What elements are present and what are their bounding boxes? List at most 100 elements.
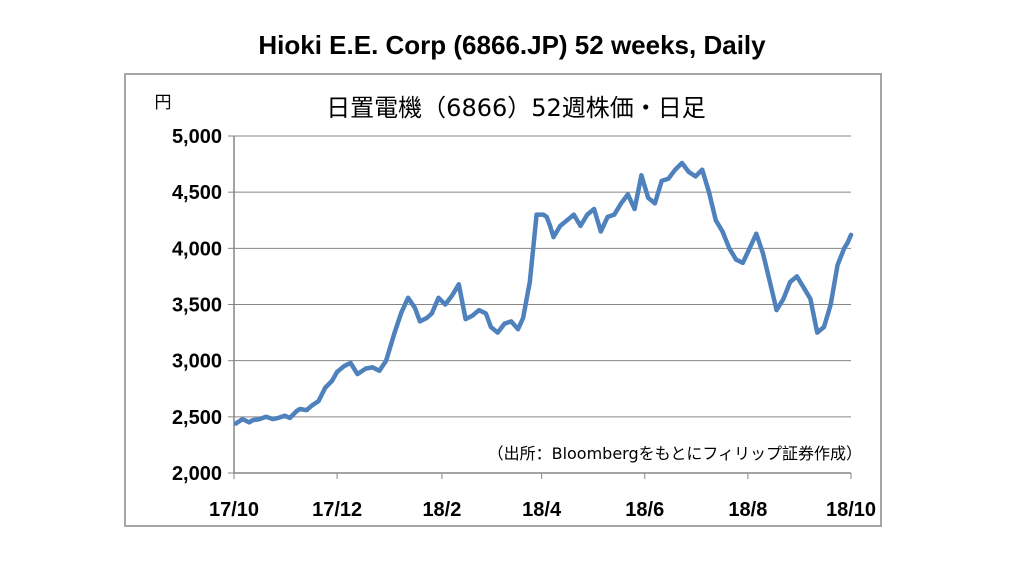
price-point [541,212,546,217]
price-point [835,263,840,268]
price-point [424,316,429,320]
y-tick-label: 4,500 [172,182,222,204]
price-point [384,358,389,363]
price-point [355,372,360,377]
price-point [316,399,321,404]
y-tick-label: 3,500 [172,295,222,317]
price-point [565,218,569,223]
price-point [240,417,245,422]
price-point [707,190,711,195]
price-point [294,409,299,414]
price-point [822,325,826,329]
price-point [270,417,275,422]
price-point [700,167,705,172]
price-point [598,229,603,234]
price-point [544,214,549,219]
gridlines [228,135,852,479]
price-point [548,223,553,228]
price-point [815,330,820,335]
price-point [287,416,292,420]
price-point [619,201,624,206]
price-point [747,246,752,251]
price-point [713,218,718,223]
price-point [417,319,422,324]
price-point [673,167,678,172]
price-data-points [233,161,853,426]
x-tick-label: 18/2 [422,499,461,521]
price-point [363,366,368,371]
axes [233,136,851,474]
price-point [801,285,806,290]
price-point [470,313,475,318]
source-note: （出所：Bloombergをもとにフィリップ証券作成） [488,444,862,463]
y-tick-label: 5,000 [172,126,222,148]
price-point [774,308,779,313]
x-tick-label: 17/12 [312,499,362,521]
price-point [392,330,397,335]
price-point [849,232,853,237]
price-point [720,229,725,234]
price-point [828,302,833,307]
price-point [639,173,644,178]
price-point [443,302,448,307]
price-point [680,161,684,165]
price-point [323,385,328,390]
price-point [370,365,375,370]
price-point [250,418,255,423]
price-point [509,319,514,324]
price-point [693,174,698,179]
x-tick-label: 18/4 [522,499,562,521]
y-unit-label: 円 [155,93,172,113]
price-point [330,378,334,383]
price-point [788,280,793,284]
price-point [578,223,583,228]
y-tick-label: 2,500 [172,407,222,429]
price-point [247,420,252,425]
price-point [571,212,576,217]
price-point [652,201,657,206]
x-tick-labels: 17/10 17/12 18/2 18/4 18/6 18/8 18/10 [209,499,876,521]
price-point [794,274,799,279]
price-point [740,260,745,265]
price-point [309,403,314,408]
price-point [686,169,691,174]
price-point [516,327,520,332]
price-point [612,212,617,217]
price-point [842,246,847,251]
price-point [257,417,262,422]
price-point [659,178,664,183]
price-point [463,317,468,322]
price-point [845,240,850,245]
y-tick-label: 2,000 [172,463,222,485]
price-point [233,421,238,426]
price-point [399,310,404,315]
price-point [734,257,739,262]
y-tick-label: 3,000 [172,351,222,373]
x-tick-label: 17/10 [209,499,259,521]
price-point [558,223,563,228]
price-point [605,214,610,219]
price-point [282,413,287,418]
price-point [477,308,482,313]
price-point [406,295,411,300]
price-point [767,280,772,284]
price-point [502,321,507,326]
price-point [781,296,786,301]
x-tick-label: 18/10 [826,499,876,521]
price-point [646,195,651,200]
price-point [761,251,766,256]
price-point [264,414,269,419]
price-point [632,207,637,211]
price-point [348,360,353,365]
price-point [377,368,382,373]
price-point [666,176,671,181]
price-point [488,325,493,329]
chart-title: 日置電機（6866）52週株価・日足 [326,94,706,122]
price-point [551,235,556,240]
price-point [808,296,813,301]
price-point [276,416,280,420]
chart-frame [124,73,882,527]
price-point [527,280,532,284]
price-point [429,311,434,316]
